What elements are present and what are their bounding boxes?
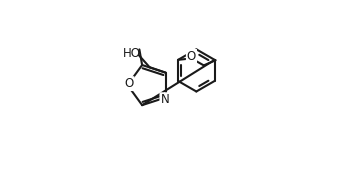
Text: O: O	[124, 77, 134, 90]
Text: N: N	[161, 93, 169, 106]
Text: HO: HO	[122, 47, 141, 60]
Text: O: O	[187, 50, 196, 63]
